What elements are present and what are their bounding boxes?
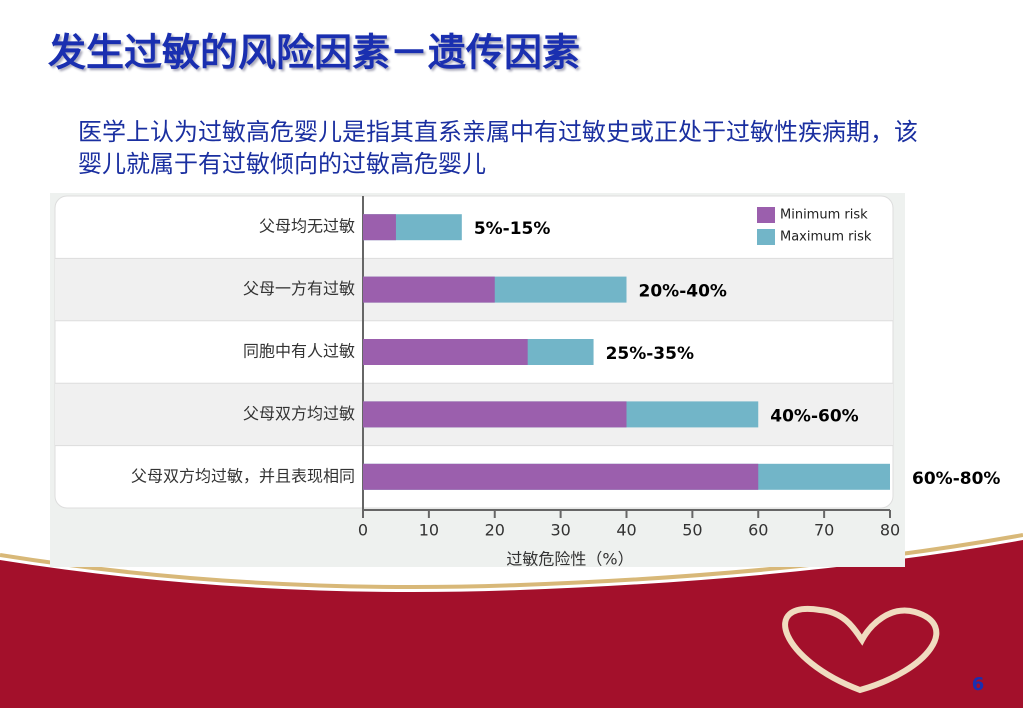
bar bbox=[363, 214, 396, 241]
y-tick-label: 同胞中有人过敏 bbox=[243, 342, 355, 361]
y-tick-label: 父母双方均过敏 bbox=[243, 404, 355, 423]
x-tick-label: 60 bbox=[748, 521, 768, 540]
red-wave bbox=[0, 540, 1023, 708]
x-tick-label: 10 bbox=[419, 521, 439, 540]
x-axis-title: 过敏危险性（%） bbox=[506, 550, 633, 569]
legend-label: Maximum risk bbox=[780, 230, 872, 245]
heart-icon bbox=[782, 605, 940, 694]
y-tick-label: 父母双方均过敏，并且表现相同 bbox=[131, 466, 355, 485]
slide-title: 发生过敏的风险因素－遗传因素 bbox=[48, 31, 580, 75]
x-tick-label: 40 bbox=[616, 521, 636, 540]
legend-swatch bbox=[757, 229, 775, 245]
y-tick-label: 父母均无过敏 bbox=[259, 217, 355, 236]
x-tick-label: 80 bbox=[880, 521, 900, 540]
label-box bbox=[905, 460, 1010, 493]
range-label: 25%-35% bbox=[606, 344, 694, 364]
bar bbox=[363, 401, 627, 428]
range-label: 60%-80% bbox=[912, 469, 1000, 489]
x-tick-label: 0 bbox=[358, 521, 368, 540]
paragraph: 医学上认为过敏高危婴儿是指其直系亲属中有过敏史或正处于过敏性疾病期，该婴儿就属于… bbox=[78, 118, 918, 178]
bar bbox=[363, 463, 759, 490]
x-tick-label: 70 bbox=[814, 521, 834, 540]
bar bbox=[363, 276, 495, 303]
bar bbox=[363, 339, 528, 365]
x-tick-label: 30 bbox=[550, 521, 570, 540]
range-label: 40%-60% bbox=[770, 406, 858, 426]
page-number: 6 bbox=[972, 674, 985, 695]
y-tick-label: 父母一方有过敏 bbox=[243, 279, 355, 298]
x-tick-label: 50 bbox=[682, 521, 702, 540]
range-label: 5%-15% bbox=[474, 219, 551, 239]
range-label: 20%-40% bbox=[639, 282, 727, 302]
legend-swatch bbox=[757, 207, 775, 223]
x-tick-label: 20 bbox=[485, 521, 505, 540]
legend-label: Minimum risk bbox=[780, 208, 868, 223]
